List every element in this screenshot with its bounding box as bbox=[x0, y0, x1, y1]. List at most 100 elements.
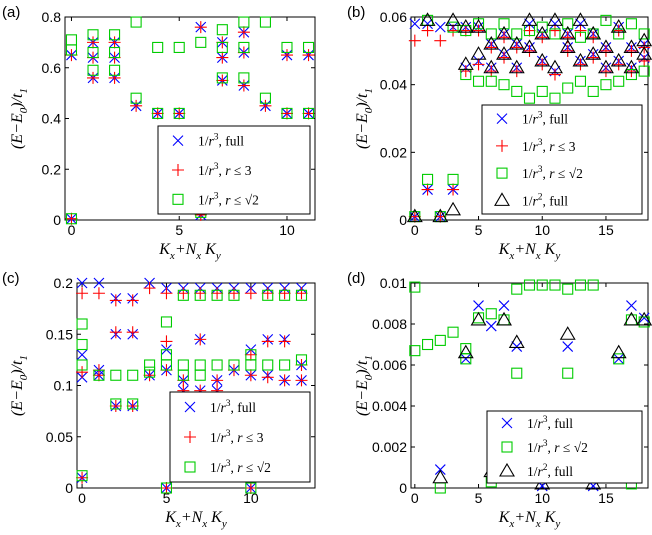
series-+ bbox=[65, 21, 315, 225]
data-point bbox=[587, 31, 600, 44]
data-point bbox=[160, 335, 173, 348]
data-point bbox=[447, 173, 459, 185]
data-point bbox=[421, 24, 434, 37]
data-point bbox=[511, 85, 523, 97]
legend: 1/r3, full 1/r3, r ≤ 3 1/r3, r ≤ √2 1/r2, f… bbox=[481, 104, 643, 215]
data-point bbox=[636, 32, 652, 47]
data-point bbox=[126, 294, 139, 307]
data-point bbox=[76, 470, 88, 482]
panel-label: (a) bbox=[2, 4, 20, 21]
data-point bbox=[485, 308, 497, 320]
data-point bbox=[445, 201, 462, 216]
data-point bbox=[109, 326, 122, 339]
data-point bbox=[613, 353, 625, 365]
data-point bbox=[409, 18, 421, 30]
data-point bbox=[211, 289, 223, 301]
data-point bbox=[211, 374, 224, 387]
data-point bbox=[562, 367, 574, 379]
data-point bbox=[574, 279, 587, 291]
x-axis-label: Kx+Nx Ky bbox=[164, 509, 227, 530]
data-point bbox=[177, 287, 190, 300]
legend-entry: 1/r3, full bbox=[522, 111, 568, 127]
data-point bbox=[144, 359, 156, 371]
data-point bbox=[278, 374, 291, 387]
legend-entry: 1/r3, full bbox=[210, 399, 256, 415]
data-point bbox=[547, 59, 563, 74]
plot-frame bbox=[410, 282, 649, 489]
data-point bbox=[548, 24, 561, 37]
data-point bbox=[259, 99, 272, 112]
legend-marker bbox=[184, 431, 196, 443]
legend-entry: 1/r2, full bbox=[522, 192, 568, 208]
y-tick-label: 0.1 bbox=[54, 378, 74, 394]
data-point bbox=[409, 281, 421, 293]
panel-a: 0 0.2 0.4 0.6 0.8 0 5 10 (a) Kx+Nx Ky (E−E0)/t1 1/r… bbox=[2, 4, 316, 262]
data-point bbox=[173, 41, 185, 54]
data-point bbox=[623, 311, 640, 326]
data-point bbox=[447, 21, 459, 33]
y-tick-label: 0.6 bbox=[42, 60, 62, 76]
data-point bbox=[237, 79, 250, 92]
data-point bbox=[108, 36, 121, 49]
data-point bbox=[510, 65, 523, 78]
y-tick-label: 0.8 bbox=[42, 9, 62, 25]
legend-entry: 1/r3, r ≤ √2 bbox=[522, 165, 583, 181]
data-point bbox=[574, 24, 587, 37]
panel-d: 0 0.002 0.004 0.006 0.008 0.01 0 5 10 15 (d) Kx+Nx … bbox=[347, 270, 652, 530]
data-point bbox=[228, 359, 240, 371]
data-point bbox=[92, 287, 105, 300]
data-point bbox=[483, 35, 500, 50]
data-point bbox=[597, 39, 614, 53]
x-tick-label: 5 bbox=[475, 490, 483, 506]
data-point bbox=[216, 74, 229, 87]
data-point bbox=[76, 277, 88, 289]
legend-marker bbox=[494, 192, 510, 206]
data-point bbox=[483, 59, 500, 74]
data-point bbox=[562, 18, 574, 30]
data-point bbox=[211, 359, 223, 371]
legend-marker bbox=[184, 461, 196, 473]
data-point bbox=[110, 369, 122, 381]
data-point bbox=[574, 58, 587, 71]
legend: 1/r3, full 1/r3, r ≤ √2 1/r2, full bbox=[486, 410, 643, 484]
x-tick-label: 0 bbox=[411, 490, 419, 506]
y-tick-label: 0.4 bbox=[42, 111, 62, 127]
data-point bbox=[409, 345, 421, 357]
data-point bbox=[261, 287, 274, 300]
data-point bbox=[498, 31, 511, 44]
data-point bbox=[177, 369, 189, 381]
data-point bbox=[160, 482, 173, 494]
data-point bbox=[281, 41, 293, 54]
y-tick-label: 0.002 bbox=[372, 439, 407, 455]
data-point bbox=[599, 44, 612, 57]
data-point bbox=[262, 289, 274, 301]
data-point bbox=[92, 369, 105, 382]
x-tick-label: 10 bbox=[534, 222, 550, 238]
series-x bbox=[434, 300, 650, 492]
data-point bbox=[87, 29, 99, 41]
data-point bbox=[194, 369, 206, 381]
data-point bbox=[457, 56, 474, 70]
data-point bbox=[508, 334, 525, 348]
data-point bbox=[295, 287, 308, 300]
legend-entry: 1/r3, r ≤ √2 bbox=[210, 459, 271, 475]
data-point bbox=[511, 341, 523, 352]
data-point bbox=[536, 58, 549, 71]
data-point bbox=[109, 400, 122, 412]
data-point bbox=[76, 471, 89, 484]
legend-marker bbox=[172, 164, 184, 176]
data-point bbox=[152, 41, 164, 54]
data-point bbox=[93, 277, 105, 289]
y-axis-label: (E−E0)/t1 bbox=[9, 355, 30, 416]
data-point bbox=[109, 46, 121, 59]
y-tick-label: 0.004 bbox=[372, 398, 407, 414]
data-point bbox=[244, 482, 257, 494]
y-tick-label: 0.2 bbox=[42, 161, 62, 177]
data-point bbox=[574, 75, 587, 87]
data-point bbox=[76, 338, 88, 351]
data-point bbox=[127, 398, 139, 410]
data-point bbox=[572, 52, 589, 67]
data-point bbox=[194, 289, 206, 301]
data-point bbox=[447, 24, 460, 37]
data-point bbox=[295, 289, 308, 301]
